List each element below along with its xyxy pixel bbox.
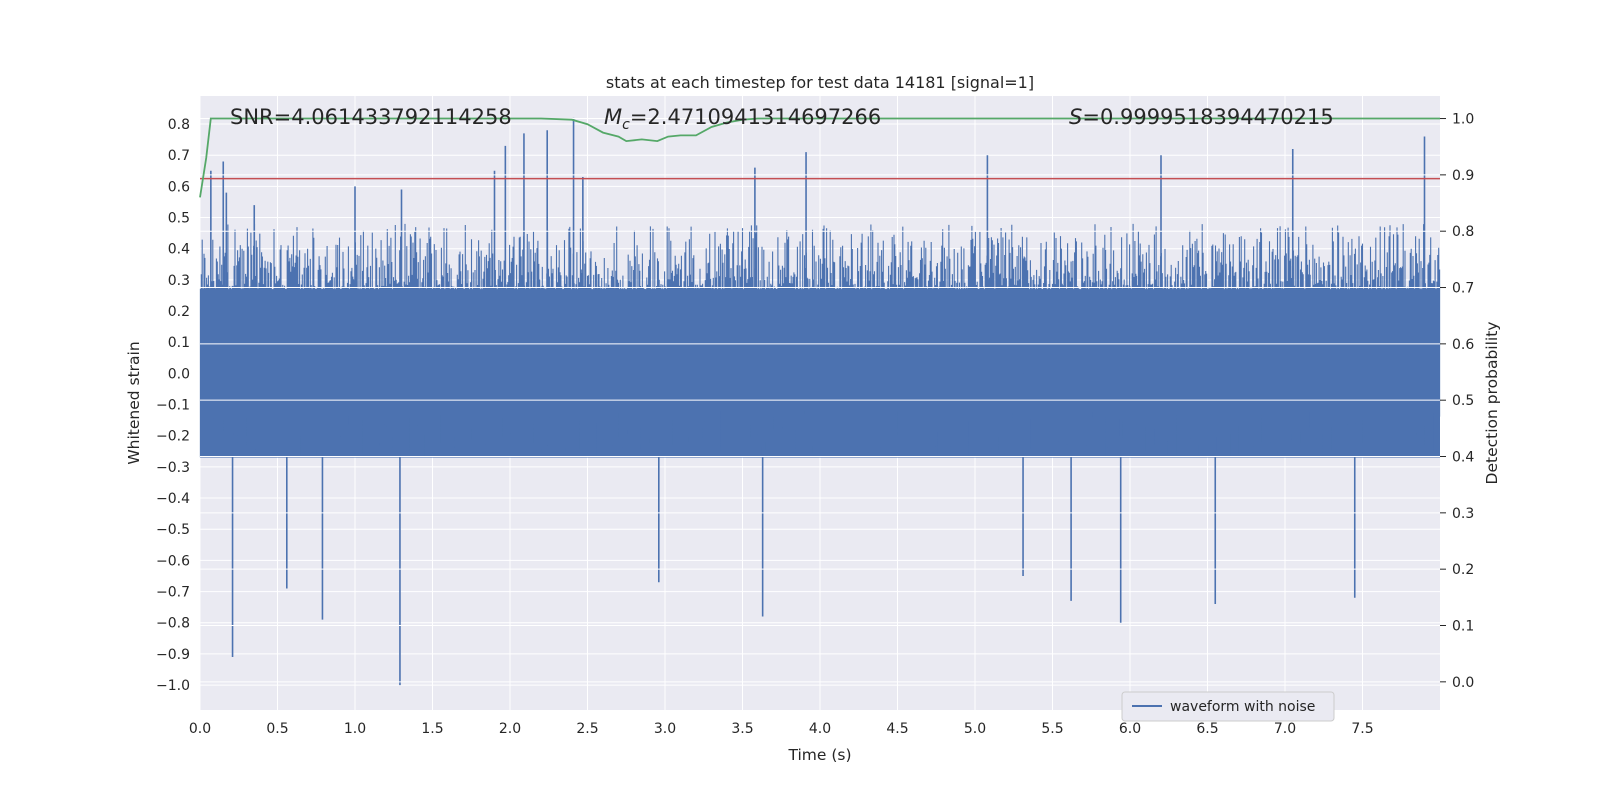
y2-tick-label: 0.5: [1452, 393, 1474, 409]
y2-tick-label: 0.1: [1452, 619, 1474, 635]
x-axis-ticks: 0.0 0.5 1.0 1.5 2.0 2.5 3.0 3.5 4.0 4.5 5.0 5.5 6.0 6…: [189, 721, 1374, 737]
x-tick-label: 2.0: [499, 721, 521, 737]
chirp-mass-annotation: Mc=2.4710941314697266: [604, 105, 881, 133]
y2-tick-label: 0.2: [1452, 562, 1474, 578]
waveform-noise-trace: [199, 223, 1441, 458]
y2-axis-ticks: 1.0 0.9 0.8 0.7 0.6 0.5 0.4 0.3 0.2 0.1 0.0: [1440, 112, 1474, 691]
y-tick-label: 0.6: [168, 179, 190, 195]
y-tick-label: −0.4: [156, 491, 190, 507]
snr-annotation: SNR=4.061433792114258: [230, 105, 512, 129]
y-axis-ticks: 0.8 0.7 0.6 0.5 0.4 0.3 0.2 0.1 0.0 −0.1 −0.2 −0.3 −…: [156, 117, 190, 694]
y2-axis-label: Detection probability: [1483, 322, 1501, 485]
y2-tick-label: 0.4: [1452, 450, 1474, 466]
x-tick-label: 7.5: [1351, 721, 1373, 737]
chart-title: stats at each timestep for test data 141…: [606, 73, 1034, 92]
y-tick-label: −0.7: [156, 585, 190, 601]
x-tick-label: 5.0: [964, 721, 986, 737]
waveform-with-noise-series: [199, 117, 1441, 686]
y2-tick-label: 0.6: [1452, 337, 1474, 353]
y-tick-label: 0.7: [168, 148, 190, 164]
y2-tick-label: 0.8: [1452, 224, 1474, 240]
y-tick-label: −0.2: [156, 429, 190, 445]
y-axis-label: Whitened strain: [125, 341, 143, 464]
x-tick-label: 3.0: [654, 721, 676, 737]
x-tick-label: 1.0: [344, 721, 366, 737]
x-tick-label: 1.5: [421, 721, 443, 737]
y-tick-label: −0.1: [156, 398, 190, 414]
x-tick-label: 5.5: [1041, 721, 1063, 737]
y-tick-label: 0.8: [168, 117, 190, 133]
x-tick-label: 4.0: [809, 721, 831, 737]
x-axis-label: Time (s): [787, 746, 851, 764]
x-tick-label: 2.5: [576, 721, 598, 737]
legend-box: [1121, 691, 1335, 722]
y-tick-label: 0.4: [168, 242, 190, 258]
x-tick-label: 7.0: [1274, 721, 1296, 737]
y-tick-label: −0.8: [156, 616, 190, 632]
x-tick-label: 6.0: [1119, 721, 1141, 737]
y2-tick-label: 0.9: [1452, 168, 1474, 184]
y2-tick-label: 0.7: [1452, 281, 1474, 297]
y2-tick-label: 1.0: [1452, 112, 1474, 128]
legend: waveform with noise: [1121, 691, 1335, 722]
x-tick-label: 0.0: [189, 721, 211, 737]
score-annotation: S=0.9999518394470215: [1069, 105, 1334, 129]
legend-label: waveform with noise: [1170, 699, 1315, 715]
y-tick-label: 0.1: [168, 335, 190, 351]
y-tick-label: −0.3: [156, 460, 190, 476]
x-tick-label: 4.5: [886, 721, 908, 737]
x-tick-label: 6.5: [1196, 721, 1218, 737]
y2-tick-label: 0.0: [1452, 675, 1474, 691]
y-tick-label: −0.6: [156, 553, 190, 569]
y-tick-label: 0.2: [168, 304, 190, 320]
y-tick-label: −1.0: [156, 678, 190, 694]
y-tick-label: −0.5: [156, 522, 190, 538]
y-tick-label: −0.9: [156, 647, 190, 663]
y-tick-label: 0.3: [168, 273, 190, 289]
y-tick-label: 0.0: [168, 366, 190, 382]
detection-probability-line: [199, 117, 1440, 198]
x-tick-label: 3.5: [731, 721, 753, 737]
y2-tick-label: 0.3: [1452, 506, 1474, 522]
x-tick-label: 0.5: [266, 721, 288, 737]
y-tick-label: 0.5: [168, 211, 190, 227]
